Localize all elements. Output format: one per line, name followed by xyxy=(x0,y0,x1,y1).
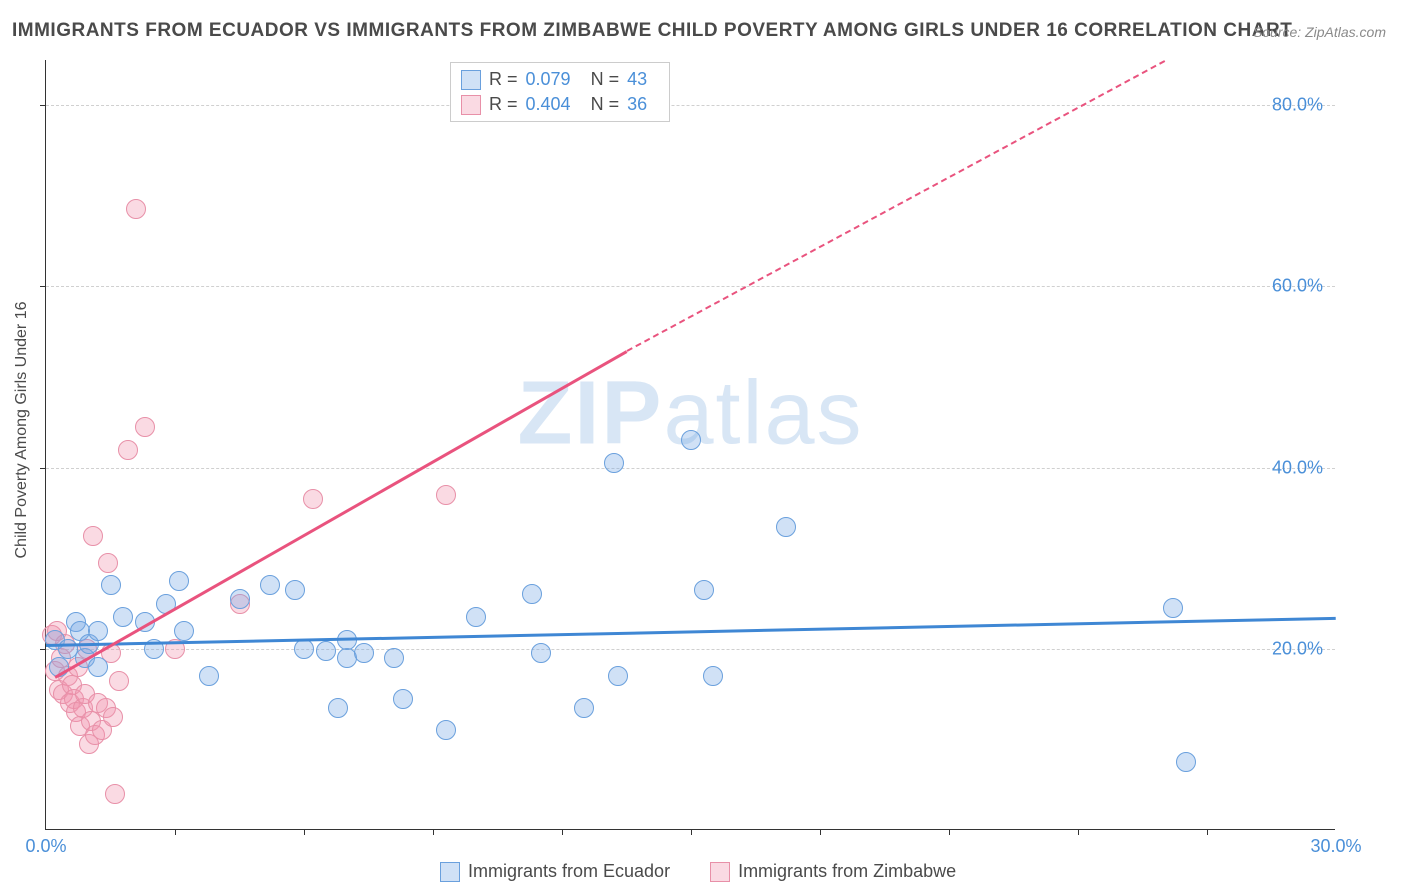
n-label-2: N = xyxy=(591,94,620,115)
x-tick-mark xyxy=(1207,829,1208,835)
stats-row-series1: R = 0.079 N = 43 xyxy=(461,67,659,92)
scatter-point-series1 xyxy=(694,580,714,600)
scatter-point-series1 xyxy=(1176,752,1196,772)
x-tick-mark xyxy=(433,829,434,835)
scatter-point-series1 xyxy=(199,666,219,686)
swatch-series1 xyxy=(461,70,481,90)
scatter-point-series2 xyxy=(98,553,118,573)
bottom-legend: Immigrants from Ecuador Immigrants from … xyxy=(440,861,956,882)
legend-item-series1: Immigrants from Ecuador xyxy=(440,861,670,882)
x-tick-label: 30.0% xyxy=(1310,836,1361,857)
scatter-point-series1 xyxy=(703,666,723,686)
scatter-point-series1 xyxy=(354,643,374,663)
r-label-1: R = xyxy=(489,69,518,90)
y-tick-mark xyxy=(40,286,46,287)
x-tick-mark xyxy=(562,829,563,835)
stats-legend-box: R = 0.079 N = 43 R = 0.404 N = 36 xyxy=(450,62,670,122)
y-tick-mark xyxy=(40,105,46,106)
legend-item-series2: Immigrants from Zimbabwe xyxy=(710,861,956,882)
r-value-2: 0.404 xyxy=(526,94,571,115)
r-value-1: 0.079 xyxy=(526,69,571,90)
n-value-1: 43 xyxy=(627,69,647,90)
y-tick-label: 20.0% xyxy=(1272,638,1323,659)
scatter-point-series1 xyxy=(230,589,250,609)
x-tick-mark xyxy=(949,829,950,835)
scatter-point-series1 xyxy=(522,584,542,604)
y-tick-label: 40.0% xyxy=(1272,457,1323,478)
scatter-point-series1 xyxy=(113,607,133,627)
gridline-h xyxy=(46,286,1335,287)
n-label-1: N = xyxy=(591,69,620,90)
y-tick-label: 80.0% xyxy=(1272,95,1323,116)
chart-title: IMMIGRANTS FROM ECUADOR VS IMMIGRANTS FR… xyxy=(12,20,1292,42)
trend-line-series2 xyxy=(54,350,627,678)
y-tick-mark xyxy=(40,468,46,469)
scatter-point-series1 xyxy=(294,639,314,659)
swatch-series2-b xyxy=(710,862,730,882)
scatter-point-series2 xyxy=(103,707,123,727)
scatter-point-series2 xyxy=(109,671,129,691)
r-label-2: R = xyxy=(489,94,518,115)
scatter-point-series2 xyxy=(105,784,125,804)
y-tick-mark xyxy=(40,649,46,650)
x-tick-mark xyxy=(1078,829,1079,835)
scatter-point-series1 xyxy=(316,641,336,661)
scatter-point-series1 xyxy=(681,430,701,450)
source-attribution: Source: ZipAtlas.com xyxy=(1253,24,1386,40)
x-tick-mark xyxy=(304,829,305,835)
scatter-point-series1 xyxy=(88,657,108,677)
legend-label-series2: Immigrants from Zimbabwe xyxy=(738,861,956,882)
watermark-zip: ZIP xyxy=(517,363,663,463)
scatter-point-series1 xyxy=(531,643,551,663)
x-tick-label: 0.0% xyxy=(25,836,66,857)
scatter-point-series1 xyxy=(776,517,796,537)
scatter-point-series1 xyxy=(174,621,194,641)
gridline-h xyxy=(46,468,1335,469)
scatter-point-series1 xyxy=(574,698,594,718)
scatter-point-series1 xyxy=(1163,598,1183,618)
scatter-point-series1 xyxy=(169,571,189,591)
scatter-point-series1 xyxy=(328,698,348,718)
plot-area: ZIPatlas 20.0%40.0%60.0%80.0%0.0%30.0% xyxy=(45,60,1335,830)
swatch-series2 xyxy=(461,95,481,115)
y-tick-label: 60.0% xyxy=(1272,276,1323,297)
legend-label-series1: Immigrants from Ecuador xyxy=(468,861,670,882)
scatter-point-series2 xyxy=(135,417,155,437)
x-tick-mark xyxy=(691,829,692,835)
source-prefix: Source: xyxy=(1253,24,1305,40)
gridline-h xyxy=(46,649,1335,650)
scatter-point-series2 xyxy=(126,199,146,219)
trend-line-series1 xyxy=(46,617,1336,647)
gridline-h xyxy=(46,105,1335,106)
n-value-2: 36 xyxy=(627,94,647,115)
scatter-point-series1 xyxy=(285,580,305,600)
scatter-point-series1 xyxy=(608,666,628,686)
scatter-point-series2 xyxy=(118,440,138,460)
stats-row-series2: R = 0.404 N = 36 xyxy=(461,92,659,117)
scatter-point-series1 xyxy=(604,453,624,473)
scatter-point-series1 xyxy=(88,621,108,641)
x-tick-mark xyxy=(175,829,176,835)
scatter-point-series2 xyxy=(436,485,456,505)
scatter-point-series1 xyxy=(393,689,413,709)
scatter-point-series1 xyxy=(384,648,404,668)
scatter-point-series2 xyxy=(83,526,103,546)
scatter-point-series1 xyxy=(101,575,121,595)
x-tick-mark xyxy=(820,829,821,835)
scatter-point-series1 xyxy=(466,607,486,627)
scatter-point-series2 xyxy=(303,489,323,509)
y-axis-label: Child Poverty Among Girls Under 16 xyxy=(13,302,31,559)
scatter-point-series1 xyxy=(436,720,456,740)
swatch-series1-b xyxy=(440,862,460,882)
trend-line-series2-extrapolated xyxy=(626,60,1164,352)
source-name: ZipAtlas.com xyxy=(1305,24,1386,40)
scatter-point-series1 xyxy=(260,575,280,595)
